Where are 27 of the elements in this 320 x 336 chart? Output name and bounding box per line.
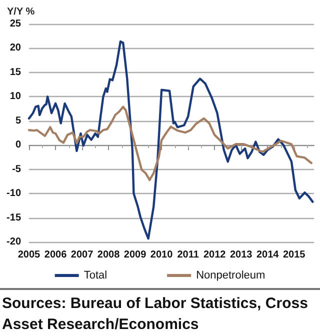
line-series: [28, 106, 312, 182]
y-tick-label: -20: [6, 236, 22, 248]
y-tick-label: 15: [10, 66, 22, 78]
legend-label: Nonpetroleum: [196, 270, 266, 282]
y-tick-label: 0: [15, 140, 22, 151]
x-tick-label: 2007: [70, 250, 94, 260]
y-tick-label: 20: [10, 42, 22, 54]
x-tick-label: 2005: [18, 250, 41, 260]
y-tick-label: -5: [12, 164, 22, 175]
y-tick-label: 10: [10, 91, 22, 102]
x-tick-label: 2014: [256, 250, 280, 260]
x-tick-label: 2015: [282, 250, 306, 260]
y-tick-label: -10: [6, 188, 22, 200]
x-tick-label: 2008: [97, 250, 120, 260]
y-axis-title: Y/Y %: [7, 6, 35, 18]
line-series: [28, 40, 314, 240]
x-tick-label: 2012: [203, 250, 226, 260]
y-tick-label: 25: [10, 18, 22, 30]
x-tick-label: 2011: [177, 250, 200, 260]
x-tick-label: 2009: [124, 250, 147, 260]
source-note: Sources: Bureau of Labor Statistics, Cross Asset Research/Economics: [2, 294, 309, 335]
x-tick-label: 2006: [44, 250, 68, 260]
y-tick-label: 5: [15, 115, 22, 126]
x-tick-label: 2013: [230, 250, 253, 260]
y-tick-label: -15: [6, 212, 22, 224]
legend-label: Total: [84, 270, 108, 282]
x-tick-label: 2010: [150, 250, 174, 260]
